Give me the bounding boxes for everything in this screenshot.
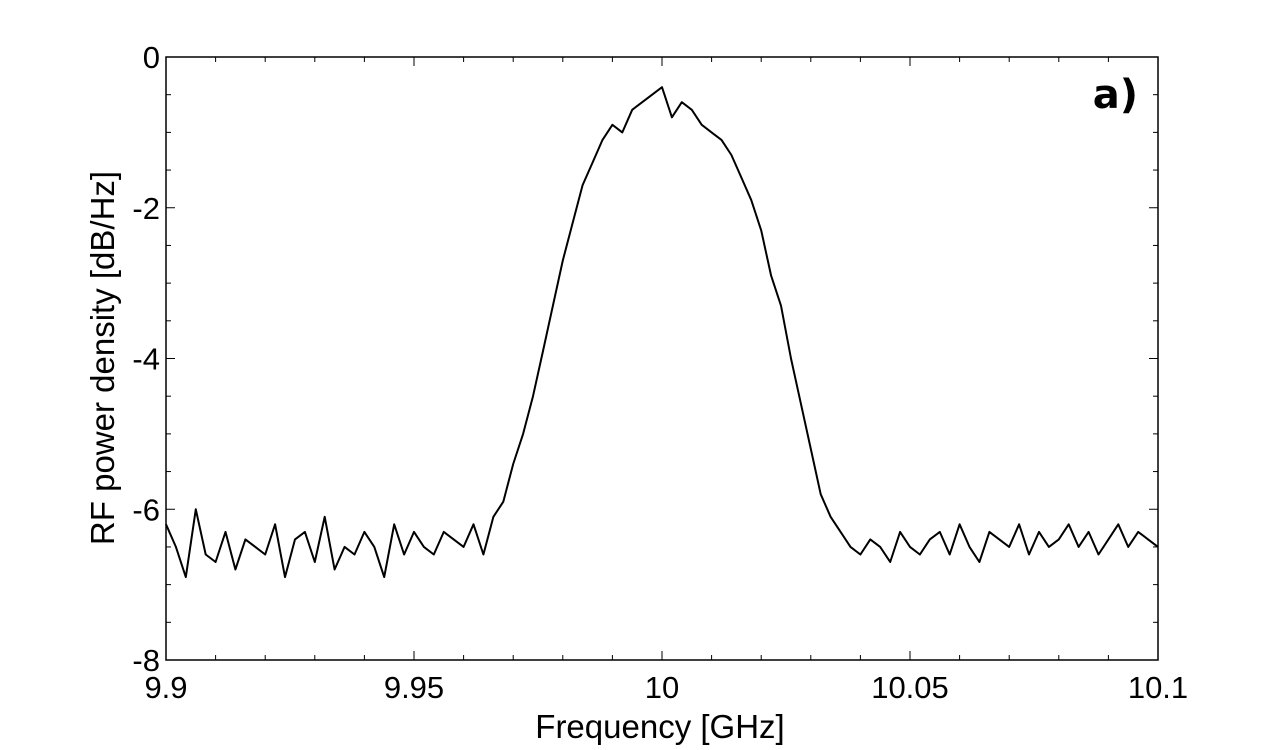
y-tick-label: -2 <box>132 191 160 226</box>
y-tick-label: -6 <box>132 492 160 527</box>
plot-frame <box>165 56 1159 661</box>
panel-label: a) <box>1093 72 1138 118</box>
x-axis-title: Frequency [GHz] <box>535 708 784 745</box>
x-tick-label: 10 <box>645 670 679 705</box>
x-tick-label: 10.05 <box>871 670 949 705</box>
x-tick-label: 10.1 <box>1128 670 1188 705</box>
y-tick-label: -4 <box>132 342 160 377</box>
y-tick-label: 0 <box>143 40 160 75</box>
plot-area <box>166 57 1158 660</box>
spectrum-trace <box>165 86 1159 579</box>
x-tick-label: 9.95 <box>384 670 444 705</box>
y-axis-title: RF power density [dB/Hz] <box>84 171 121 545</box>
axis-tick-labels: 9.9 9.95 10 10.05 10.1 0 -2 -4 -6 -8 <box>132 40 1188 705</box>
y-tick-label: -8 <box>132 643 160 678</box>
x-tick-label: 9.9 <box>144 670 187 705</box>
